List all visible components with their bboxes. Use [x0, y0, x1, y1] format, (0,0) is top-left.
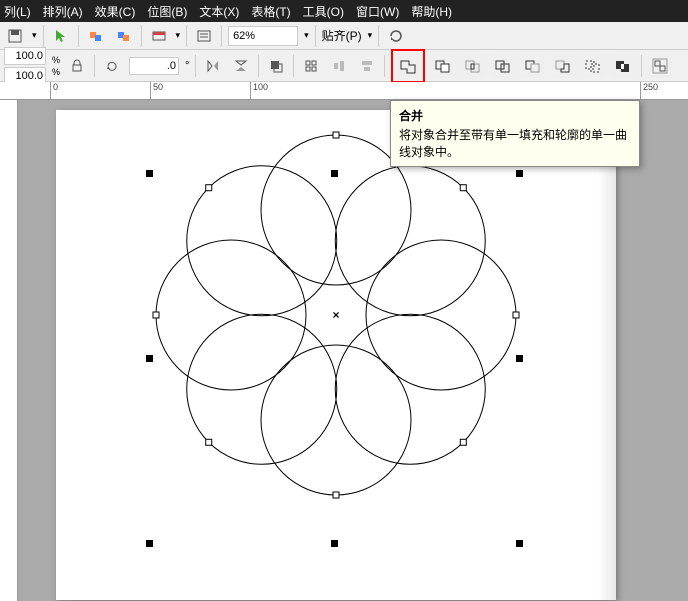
tooltip: 合并 将对象合并至带有单一填充和轮廓的单一曲线对象中。	[390, 100, 640, 167]
boundary-button[interactable]	[581, 54, 605, 78]
separator	[378, 25, 379, 47]
separator	[43, 25, 44, 47]
align3-icon[interactable]	[356, 55, 378, 77]
selection-handle[interactable]	[331, 540, 338, 547]
align2-icon[interactable]	[328, 55, 350, 77]
ruler-tick: 100	[250, 82, 268, 100]
separator	[141, 25, 142, 47]
menu-item[interactable]: 位图(B)	[147, 3, 187, 20]
degree-label: °	[185, 60, 189, 72]
separator	[384, 55, 385, 77]
selection-handle[interactable]	[331, 170, 338, 177]
percent-label: %	[52, 55, 60, 65]
rotation-angle-input[interactable]	[129, 57, 179, 75]
separator	[186, 25, 187, 47]
menu-bar: 列(L) 排列(A) 效果(C) 位图(B) 文本(X) 表格(T) 工具(O)…	[0, 0, 688, 22]
ruler-tick: 50	[150, 82, 163, 100]
zoom-level-input[interactable]	[228, 26, 298, 46]
combine-button[interactable]	[611, 54, 635, 78]
separator	[315, 25, 316, 47]
mirror-h-icon[interactable]	[202, 55, 224, 77]
standard-toolbar: ▾ ▾ ▾ 贴齐(P) ▾	[0, 22, 688, 50]
chevron-down-icon[interactable]: ▾	[304, 30, 309, 41]
rotate-icon[interactable]	[101, 55, 123, 77]
menu-item[interactable]: 列(L)	[4, 3, 31, 20]
welcome-icon[interactable]	[148, 25, 170, 47]
selection-handle[interactable]	[516, 170, 523, 177]
chevron-down-icon[interactable]: ▾	[368, 30, 373, 41]
simplify-button[interactable]	[491, 54, 515, 78]
selection-handle[interactable]	[146, 170, 153, 177]
menu-item[interactable]: 帮助(H)	[411, 3, 452, 20]
mirror-v-icon[interactable]	[230, 55, 252, 77]
weld-button[interactable]	[391, 49, 425, 83]
to-front-icon[interactable]	[265, 55, 287, 77]
copy-props-icon[interactable]	[85, 25, 107, 47]
snap-label[interactable]: 贴齐(P)	[322, 27, 362, 44]
percent-label: %	[52, 67, 60, 77]
selection-center-icon: ×	[332, 308, 339, 322]
menu-item[interactable]: 窗口(W)	[356, 3, 399, 20]
save-icon[interactable]	[4, 25, 26, 47]
selection-handle[interactable]	[146, 540, 153, 547]
canvas-area[interactable]: ×	[18, 100, 688, 601]
intersect-button[interactable]	[461, 54, 485, 78]
pointer-icon[interactable]	[50, 25, 72, 47]
selection-handle[interactable]	[516, 355, 523, 362]
chevron-down-icon[interactable]: ▾	[32, 30, 37, 41]
separator	[258, 55, 259, 77]
menu-item[interactable]: 排列(A)	[43, 3, 83, 20]
selection-handle[interactable]	[146, 355, 153, 362]
page-shadow	[586, 110, 616, 600]
menu-item[interactable]: 效果(C)	[95, 3, 136, 20]
back-minus-front-button[interactable]	[551, 54, 575, 78]
copy-props2-icon[interactable]	[113, 25, 135, 47]
group-button[interactable]	[648, 54, 672, 78]
tooltip-title: 合并	[399, 107, 631, 124]
menu-item[interactable]: 文本(X)	[199, 3, 239, 20]
page[interactable]: ×	[56, 110, 616, 600]
front-minus-back-button[interactable]	[521, 54, 545, 78]
tooltip-body: 将对象合并至带有单一填充和轮廓的单一曲线对象中。	[399, 126, 631, 160]
refresh-icon[interactable]	[385, 25, 407, 47]
trim-button[interactable]	[431, 54, 455, 78]
align-icon[interactable]	[300, 55, 322, 77]
separator	[195, 55, 196, 77]
menu-item[interactable]: 表格(T)	[251, 3, 290, 20]
separator	[293, 55, 294, 77]
options-icon[interactable]	[193, 25, 215, 47]
ruler-tick: 0	[50, 82, 58, 100]
separator	[221, 25, 222, 47]
selection-handle[interactable]	[516, 540, 523, 547]
separator	[641, 55, 642, 77]
horizontal-ruler: 0 50 100 250	[0, 82, 688, 100]
chevron-down-icon[interactable]: ▾	[176, 30, 181, 41]
separator	[94, 55, 95, 77]
ruler-tick: 250	[640, 82, 658, 100]
scale-width-input[interactable]	[4, 47, 46, 65]
vertical-ruler	[0, 100, 18, 601]
menu-item[interactable]: 工具(O)	[303, 3, 344, 20]
property-bar: % % °	[0, 50, 688, 82]
separator	[78, 25, 79, 47]
lock-ratio-icon[interactable]	[66, 55, 88, 77]
